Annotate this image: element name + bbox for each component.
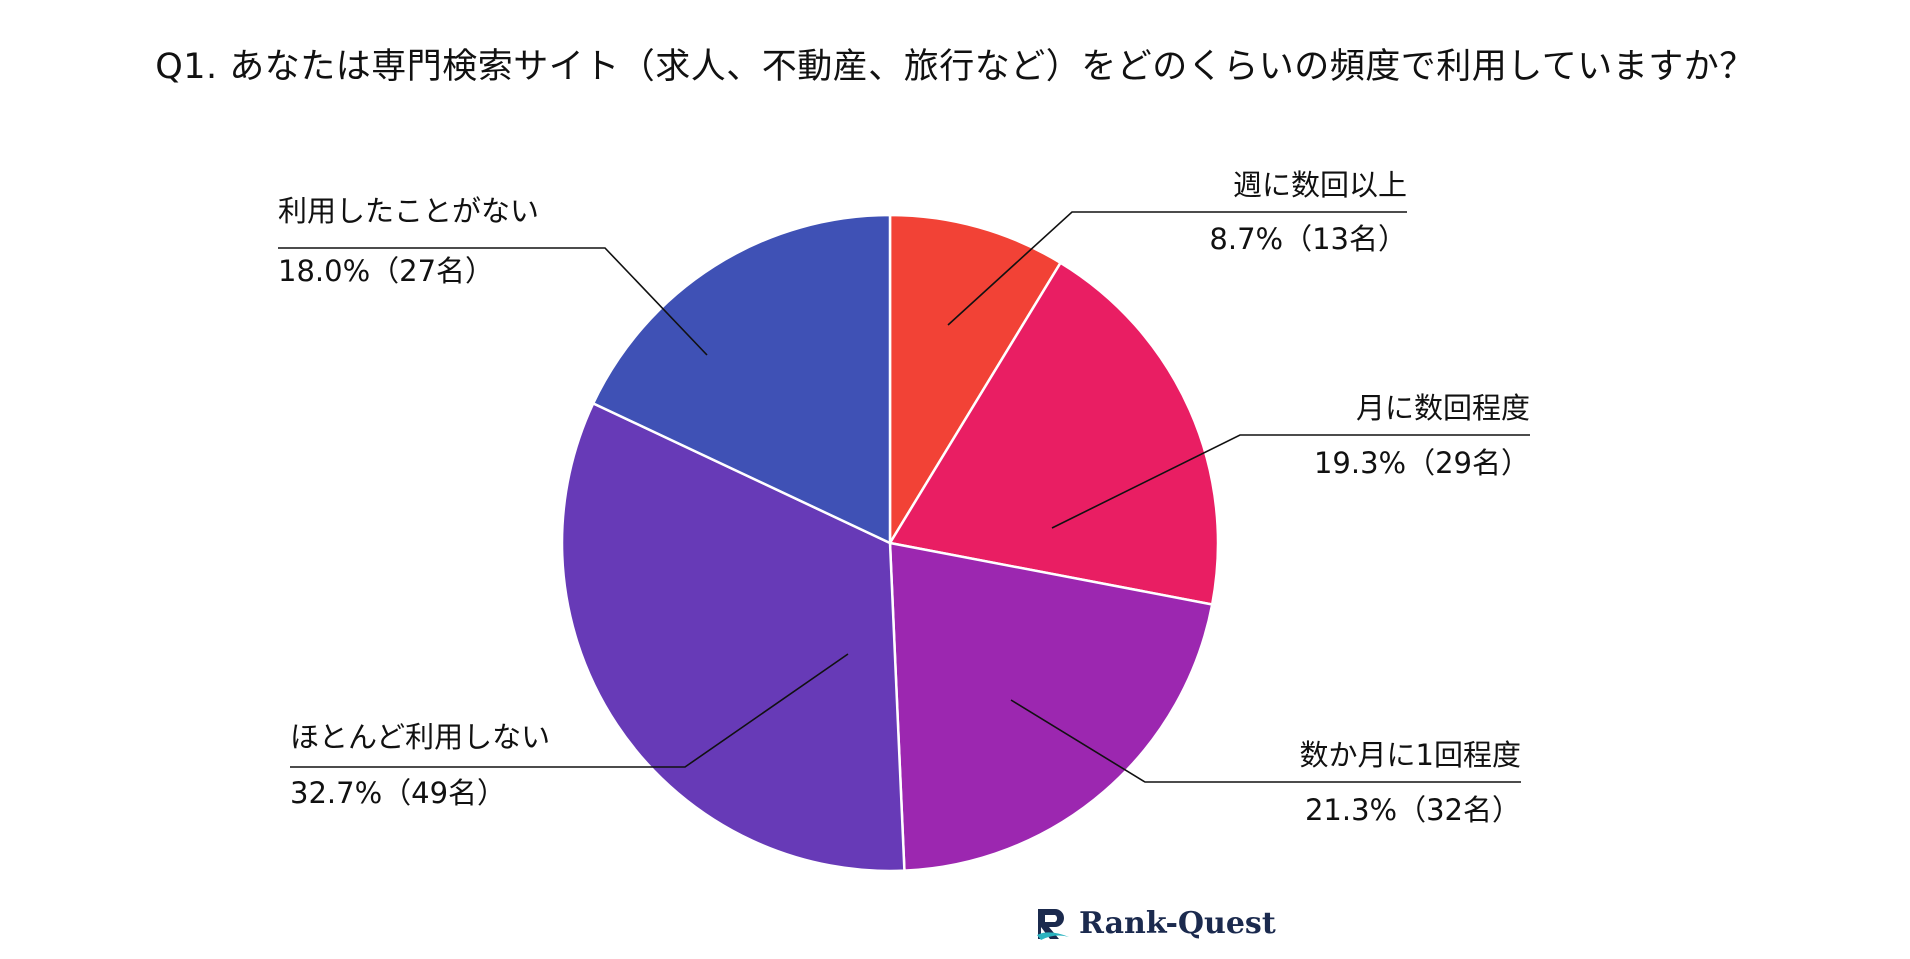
label-weekly: 週に数回以上 [1233, 168, 1407, 202]
leader-line-weekly [947, 211, 1407, 326]
brand-name: Rank-Quest [1079, 906, 1276, 941]
value-monthly: 19.3%（29名） [1314, 446, 1530, 480]
value-rarely: 32.7%（49名） [290, 776, 506, 810]
value-weekly: 8.7%（13名） [1209, 222, 1407, 256]
slice-never [591, 213, 892, 545]
value-never: 18.0%（27名） [278, 254, 494, 288]
value-every-few-months: 21.3%（32名） [1305, 793, 1521, 827]
label-every-few-months: 数か月に1回程度 [1300, 738, 1521, 772]
chart-title: Q1. あなたは専門検索サイト（求人、不動産、旅行など）をどのくらいの頻度で利用… [155, 47, 1755, 87]
brand-logo: Rank-Quest [1035, 906, 1276, 941]
leader-line-never [278, 247, 708, 356]
leader-line-every-few-months [1010, 699, 1521, 783]
leader-line-rarely [290, 653, 849, 768]
label-rarely: ほとんど利用しない [290, 720, 550, 754]
slice-weekly [888, 213, 1063, 548]
slice-every-few-months [888, 541, 1214, 872]
slice-rarely [560, 401, 906, 873]
label-monthly: 月に数回程度 [1356, 391, 1530, 425]
rank-quest-logo-icon [1037, 908, 1069, 940]
slice-monthly [887, 261, 1220, 606]
leader-line-monthly [1051, 434, 1530, 529]
label-never: 利用したことがない [278, 194, 539, 228]
